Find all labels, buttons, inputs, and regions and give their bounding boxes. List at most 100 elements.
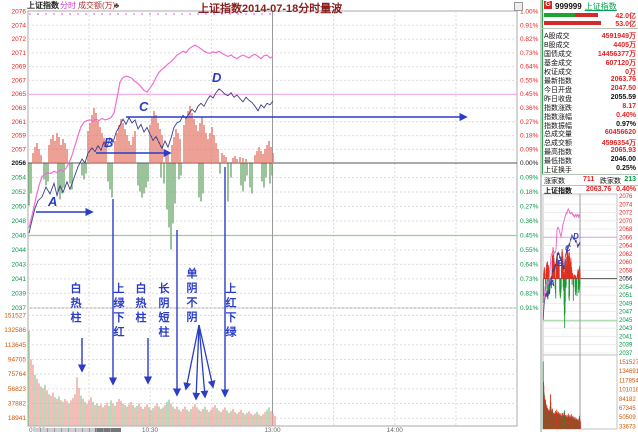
volume-bar: [62, 401, 64, 426]
wave-bar-down: [45, 163, 47, 186]
new-high-dot: [253, 13, 255, 15]
sidebar-row-value: 2063.76: [610, 75, 636, 83]
wave-bar-up: [89, 123, 91, 163]
tab-volume-mode[interactable]: 成交额(万): [78, 1, 116, 10]
new-high-dot: [77, 13, 79, 15]
mini-wave-bar-down: [575, 279, 577, 286]
mini-index-price-line: [542, 233, 581, 321]
volume-bar: [190, 408, 192, 426]
volume-bar: [80, 395, 82, 426]
wave-bar-up: [95, 113, 97, 163]
volume-bar: [234, 412, 236, 426]
percent-axis-label: 0.00%: [520, 160, 539, 167]
wave-bar-down: [172, 163, 174, 224]
wave-bar-up: [116, 133, 118, 163]
wave-bar-up: [225, 157, 227, 163]
volume-bar: [186, 409, 188, 426]
wave-bar-up: [52, 135, 54, 163]
wave-bar-up: [239, 157, 241, 163]
stock-identity[interactable]: G 999999 上证指数: [544, 1, 617, 11]
wave-bar-up: [245, 159, 247, 163]
wave-bar-down: [261, 163, 263, 182]
mini-wave-bar-down: [562, 279, 564, 288]
wave-bar-up: [232, 158, 234, 163]
mini-wave-bar-down: [565, 279, 567, 286]
volume-bar: [118, 398, 120, 426]
volume-bar: [52, 392, 54, 426]
sidebar-row-value: 0万: [625, 68, 636, 76]
percent-axis-label: 0.73%: [520, 50, 539, 57]
wave-bar-up: [91, 115, 93, 163]
time-axis-label: 13:00: [264, 427, 281, 432]
tab-fenshi[interactable]: 分时: [60, 1, 76, 10]
wave-bar-down: [244, 163, 246, 182]
buy-gauge-bar2: [575, 13, 598, 17]
mini-wave-bar-down: [571, 279, 573, 285]
wave-bar-down: [168, 163, 170, 228]
volume-bar: [100, 404, 102, 426]
sidebar-row-label: 总成交量: [544, 131, 572, 139]
scrollbar-tick: [103, 428, 104, 432]
wave-bar-up: [99, 127, 101, 163]
percent-axis-label: 1.00%: [520, 9, 539, 16]
volume-bar: [56, 398, 58, 426]
wave-bar-up: [118, 125, 120, 163]
price-axis-label: 2072: [12, 36, 27, 43]
volume-axis-label: 75764: [8, 371, 26, 378]
volume-axis-label: 18941: [8, 415, 26, 422]
mini-wave-bar-up: [575, 275, 577, 279]
mini-volume-label: 67345: [619, 406, 636, 412]
volume-bar: [40, 386, 42, 426]
time-scrollbar[interactable]: [33, 428, 121, 432]
price-axis-label: 2065: [12, 91, 27, 98]
mini-price-label: 2068: [619, 227, 633, 233]
price-axis-label: 2061: [12, 119, 27, 126]
volume-bar: [222, 409, 224, 426]
new-high-dot: [181, 13, 183, 15]
price-axis-label: 2059: [12, 133, 27, 140]
new-high-dot: [125, 13, 127, 15]
annotation-text: 长阴短柱: [159, 281, 171, 339]
percent-axis-label: 0.91%: [520, 22, 539, 29]
volume-bar: [130, 401, 132, 426]
wave-bar-up: [130, 145, 132, 163]
mini-wave-line: [542, 207, 581, 317]
volume-bar: [154, 405, 156, 426]
volume-bar: [172, 406, 174, 426]
sidebar-row-value: 2065.93: [610, 147, 636, 155]
wave-bar-up: [173, 137, 175, 163]
new-high-dot: [221, 13, 223, 15]
window-restore-icon[interactable]: [514, 2, 523, 11]
scrollbar-tick: [82, 428, 83, 432]
mini-wave-bar-down: [564, 279, 566, 302]
volume-bar: [30, 359, 32, 426]
divider: [542, 28, 638, 29]
scrollbar-thumb[interactable]: [95, 428, 121, 432]
volume-bar: [246, 412, 248, 426]
volume-bar: [64, 398, 66, 426]
wave-bar-up: [149, 125, 151, 163]
volume-axis-label: 113645: [5, 342, 27, 349]
volume-bar: [198, 409, 200, 426]
mini-wave-bar-down: [548, 279, 549, 293]
mini-price-label: 2060: [619, 260, 633, 266]
volume-bar: [210, 409, 212, 426]
wave-bar-down: [81, 163, 83, 176]
volume-bar: [250, 413, 252, 426]
divider: [542, 185, 638, 186]
new-high-dot: [141, 13, 143, 15]
volume-bar: [84, 401, 86, 426]
mini-chart-header[interactable]: 上证指数 2063.76 0.40%: [544, 186, 636, 195]
volume-bar: [138, 403, 140, 426]
tab-index-name[interactable]: 上证指数: [27, 1, 59, 10]
sidebar-row-value: 0.25%: [616, 165, 636, 173]
mini-price-label: 2043: [619, 326, 633, 332]
wave-bar-up: [203, 125, 205, 163]
wave-bar-down: [160, 163, 162, 178]
volume-bar: [176, 406, 178, 426]
volume-bar: [126, 406, 128, 426]
volume-bar: [96, 403, 98, 426]
volume-bar: [88, 400, 90, 426]
volume-bar: [42, 387, 44, 426]
